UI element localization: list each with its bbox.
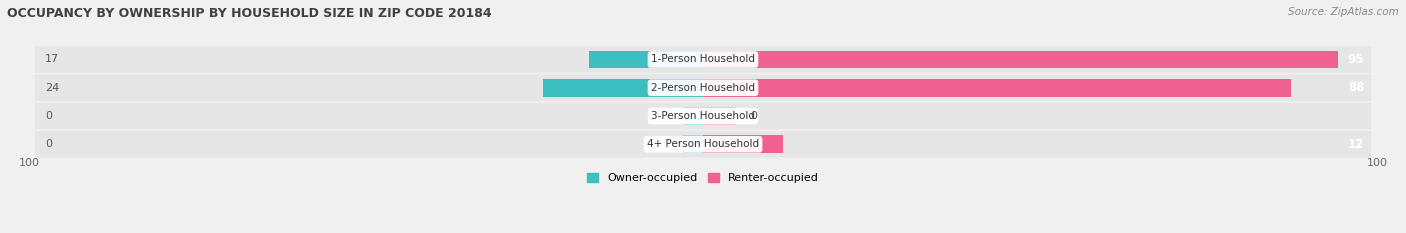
FancyBboxPatch shape xyxy=(35,46,1371,73)
FancyBboxPatch shape xyxy=(35,103,1371,129)
FancyBboxPatch shape xyxy=(35,131,1371,158)
Text: 0: 0 xyxy=(749,111,756,121)
Text: 17: 17 xyxy=(45,55,59,65)
Text: 24: 24 xyxy=(45,83,59,93)
Text: Source: ZipAtlas.com: Source: ZipAtlas.com xyxy=(1288,7,1399,17)
Text: 95: 95 xyxy=(1348,53,1364,66)
Bar xyxy=(683,107,703,125)
Text: 3-Person Household: 3-Person Household xyxy=(651,111,755,121)
Bar xyxy=(703,136,783,153)
Text: 88: 88 xyxy=(1348,81,1364,94)
Bar xyxy=(683,136,703,153)
Text: 100: 100 xyxy=(1367,158,1388,168)
Bar xyxy=(543,79,703,96)
Text: OCCUPANCY BY OWNERSHIP BY HOUSEHOLD SIZE IN ZIP CODE 20184: OCCUPANCY BY OWNERSHIP BY HOUSEHOLD SIZE… xyxy=(7,7,492,20)
FancyBboxPatch shape xyxy=(35,75,1371,101)
Text: 2-Person Household: 2-Person Household xyxy=(651,83,755,93)
Text: 1-Person Household: 1-Person Household xyxy=(651,55,755,65)
Text: 0: 0 xyxy=(45,139,52,149)
Bar xyxy=(703,51,1337,68)
Bar xyxy=(589,51,703,68)
Bar xyxy=(703,107,737,125)
Legend: Owner-occupied, Renter-occupied: Owner-occupied, Renter-occupied xyxy=(582,169,824,188)
Text: 100: 100 xyxy=(18,158,39,168)
Text: 12: 12 xyxy=(1348,138,1364,151)
Bar xyxy=(703,79,1291,96)
Text: 4+ Person Household: 4+ Person Household xyxy=(647,139,759,149)
Text: 0: 0 xyxy=(45,111,52,121)
